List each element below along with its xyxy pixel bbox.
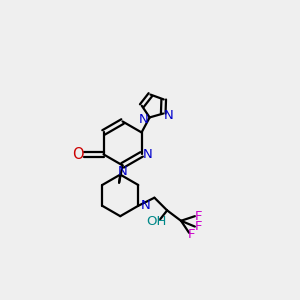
Text: F: F	[195, 220, 202, 233]
Text: N: N	[143, 148, 153, 161]
Text: N: N	[139, 113, 149, 126]
Text: N: N	[140, 199, 150, 212]
Text: F: F	[195, 210, 202, 223]
Text: O: O	[72, 147, 84, 162]
Text: F: F	[188, 228, 195, 241]
Text: OH: OH	[147, 215, 167, 229]
Text: N: N	[118, 165, 128, 178]
Text: N: N	[164, 109, 174, 122]
